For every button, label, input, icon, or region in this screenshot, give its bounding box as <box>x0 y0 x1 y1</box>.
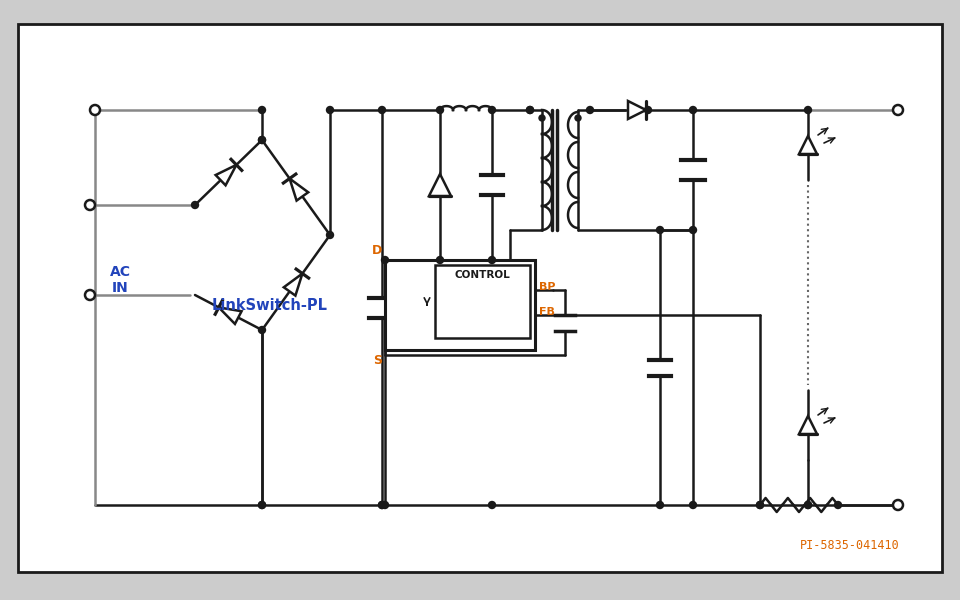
Polygon shape <box>219 307 242 324</box>
Text: S: S <box>373 353 382 367</box>
Text: LinkSwitch-PL: LinkSwitch-PL <box>212 298 328 313</box>
Bar <box>385 260 535 350</box>
Circle shape <box>85 290 95 300</box>
Circle shape <box>804 107 811 113</box>
Circle shape <box>378 107 386 113</box>
Circle shape <box>644 107 652 113</box>
Text: D: D <box>372 244 382 257</box>
Circle shape <box>326 232 333 238</box>
Text: PI-5835-041410: PI-5835-041410 <box>801 539 900 552</box>
Circle shape <box>326 107 333 113</box>
Polygon shape <box>628 101 646 119</box>
Circle shape <box>575 115 581 121</box>
Circle shape <box>834 502 842 509</box>
Circle shape <box>489 502 495 509</box>
Text: CONTROL: CONTROL <box>455 270 511 280</box>
Text: AC
IN: AC IN <box>109 265 131 295</box>
Circle shape <box>381 502 389 509</box>
Polygon shape <box>216 165 236 185</box>
Circle shape <box>258 136 266 143</box>
Circle shape <box>804 502 811 509</box>
Circle shape <box>258 107 266 113</box>
Circle shape <box>258 326 266 334</box>
Polygon shape <box>290 179 308 200</box>
Circle shape <box>258 136 266 143</box>
Circle shape <box>804 502 811 509</box>
Polygon shape <box>429 174 451 196</box>
Circle shape <box>191 202 199 208</box>
Circle shape <box>526 107 534 113</box>
Circle shape <box>378 502 386 509</box>
Circle shape <box>893 105 903 115</box>
Circle shape <box>258 502 266 509</box>
Circle shape <box>657 502 663 509</box>
Text: FB: FB <box>539 307 555 317</box>
Circle shape <box>489 107 495 113</box>
Polygon shape <box>799 136 817 154</box>
Circle shape <box>526 107 534 113</box>
Circle shape <box>539 115 545 121</box>
Bar <box>435 265 530 338</box>
Circle shape <box>587 107 593 113</box>
Circle shape <box>437 257 444 263</box>
Circle shape <box>689 502 697 509</box>
Circle shape <box>85 200 95 210</box>
Circle shape <box>378 502 386 509</box>
Text: BP: BP <box>539 282 556 292</box>
Circle shape <box>689 226 697 233</box>
Circle shape <box>689 107 697 113</box>
Circle shape <box>489 257 495 263</box>
Circle shape <box>90 105 100 115</box>
Polygon shape <box>799 416 817 434</box>
Circle shape <box>437 107 444 113</box>
Polygon shape <box>284 274 302 296</box>
Circle shape <box>258 502 266 509</box>
Circle shape <box>893 500 903 510</box>
Circle shape <box>381 257 389 263</box>
Circle shape <box>756 502 763 509</box>
Circle shape <box>756 502 763 509</box>
Circle shape <box>657 226 663 233</box>
